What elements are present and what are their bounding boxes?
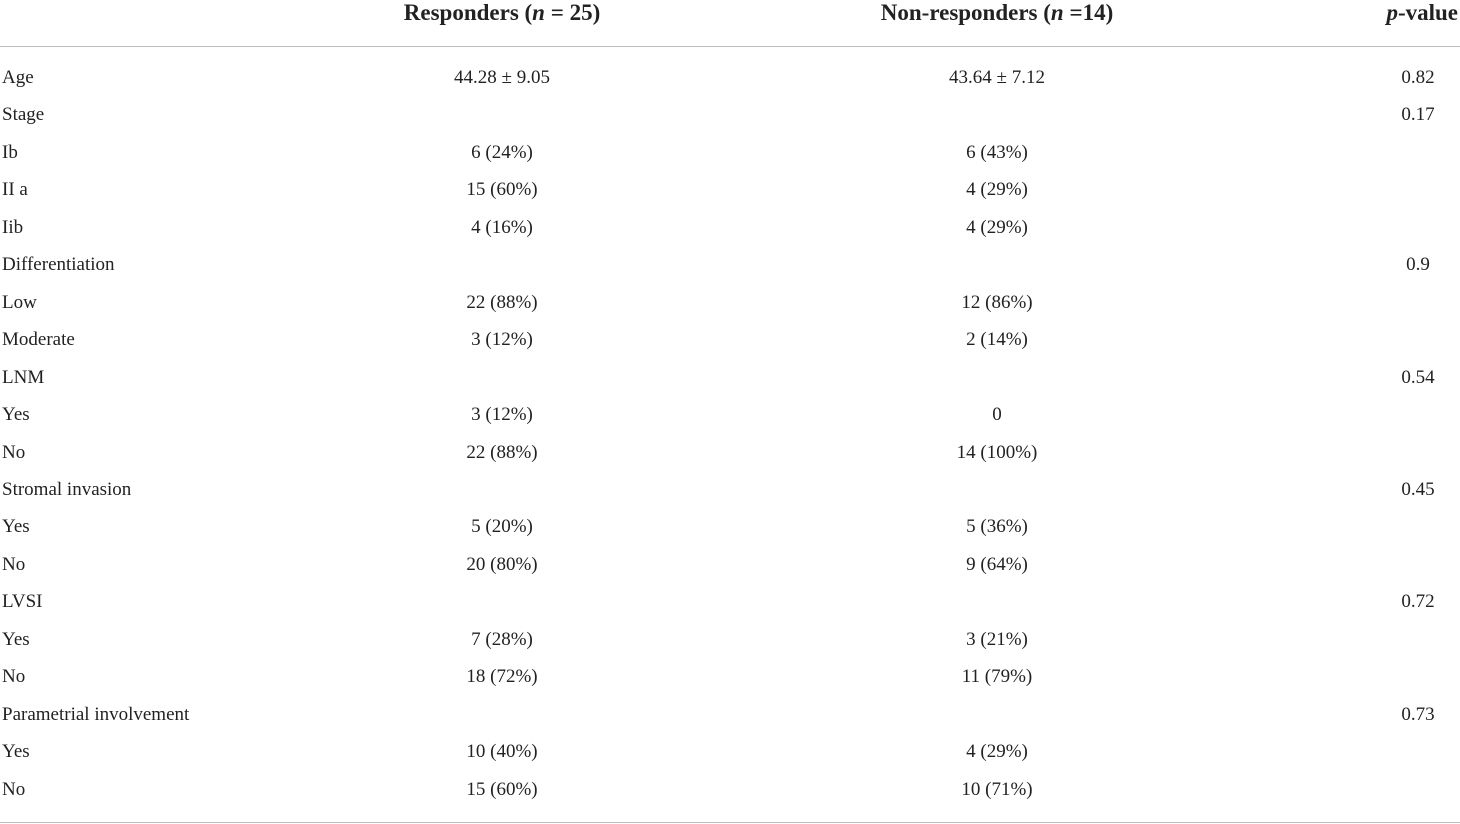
value-cell: 22 (88%): [466, 441, 538, 463]
value-cell: 18 (72%): [466, 666, 538, 688]
row-label: LNM: [2, 366, 45, 388]
value-cell: 6 (43%): [966, 141, 1028, 163]
value-cell: 3 (21%): [966, 628, 1028, 650]
value-cell: 4 (29%): [966, 216, 1028, 238]
header-part: Non-responders (: [880, 0, 1051, 25]
value-cell: 44.28 ± 9.05: [454, 67, 550, 88]
value-cell: 11 (79%): [961, 666, 1033, 688]
row-label: Stromal invasion: [2, 478, 132, 500]
column-header: Responders (n = 25): [404, 0, 600, 26]
header-rule: [0, 46, 1460, 47]
header-part: n: [1050, 0, 1064, 25]
row-label: Stage: [2, 104, 45, 126]
value-cell: 10 (40%): [466, 741, 538, 763]
value-cell: 3 (12%): [471, 404, 533, 426]
header-part: = 25): [544, 0, 601, 25]
row-label: Moderate: [2, 329, 75, 351]
value-cell: 14 (100%): [956, 441, 1038, 463]
row-label: Iib: [2, 216, 24, 238]
row-label: Differentiation: [2, 254, 115, 276]
bottom-rule: [0, 822, 1460, 823]
value-cell: 22 (88%): [466, 291, 538, 313]
row-label: Low: [2, 291, 37, 313]
value-cell: 10 (71%): [961, 778, 1033, 800]
row-label: No: [2, 441, 26, 463]
value-cell: 4 (29%): [966, 741, 1028, 763]
value-cell: 3 (12%): [471, 329, 533, 351]
header-part: n: [532, 0, 545, 25]
row-label: Yes: [2, 404, 30, 426]
column-header: p-value: [1386, 0, 1458, 26]
row-label: Ib: [2, 141, 18, 163]
p-value: 0.72: [1401, 591, 1435, 613]
value-cell: 15 (60%): [466, 778, 538, 800]
value-cell: 2 (14%): [966, 329, 1028, 351]
row-label: II a: [2, 179, 28, 201]
row-label: LVSI: [2, 591, 43, 613]
header-part: Responders (: [403, 0, 533, 25]
row-label: Yes: [2, 741, 30, 763]
value-cell: 20 (80%): [466, 553, 538, 575]
value-cell: 15 (60%): [466, 179, 538, 201]
column-header: Non-responders (n =14): [881, 0, 1113, 26]
p-value: 0.45: [1401, 478, 1435, 500]
p-value: 0.73: [1401, 703, 1435, 725]
header-part: p: [1386, 0, 1398, 25]
p-value: 0.54: [1401, 366, 1435, 388]
row-label: Age: [2, 67, 34, 88]
value-cell: 5 (20%): [471, 516, 533, 538]
value-cell: 5 (36%): [966, 516, 1028, 538]
value-cell: 0: [992, 404, 1002, 426]
row-label: Yes: [2, 516, 30, 538]
value-cell: 9 (64%): [966, 553, 1028, 575]
value-cell: 7 (28%): [471, 628, 533, 650]
row-label: No: [2, 666, 26, 688]
header-part: =14): [1063, 0, 1114, 25]
row-label: Parametrial involvement: [2, 703, 190, 725]
value-cell: 43.64 ± 7.12: [949, 67, 1045, 88]
row-label: No: [2, 553, 26, 575]
header-part: -value: [1397, 0, 1458, 25]
value-cell: 6 (24%): [471, 141, 533, 163]
p-value: 0.9: [1406, 254, 1430, 276]
row-label: No: [2, 778, 26, 800]
p-value: 0.17: [1401, 104, 1435, 126]
value-cell: 12 (86%): [961, 291, 1033, 313]
row-label: Yes: [2, 628, 30, 650]
p-value: 0.82: [1401, 67, 1435, 88]
value-cell: 4 (29%): [966, 179, 1028, 201]
value-cell: 4 (16%): [471, 216, 533, 238]
